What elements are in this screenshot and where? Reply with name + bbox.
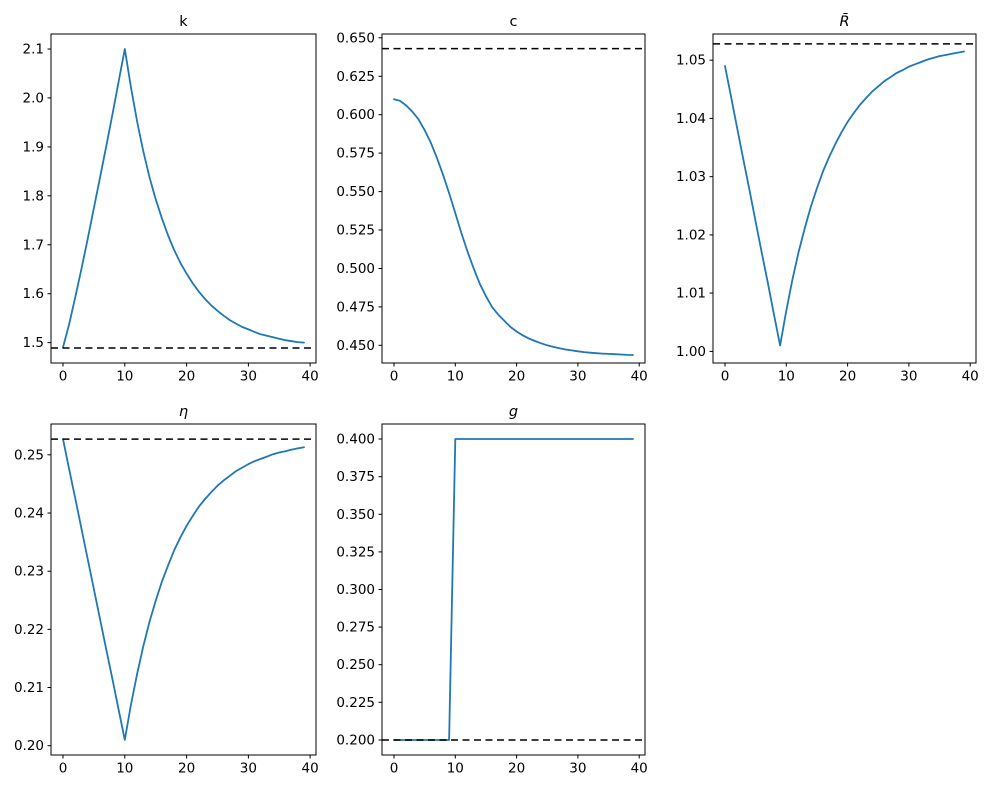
x-tick-label: 30 (569, 369, 586, 385)
y-tick-label: 0.400 (336, 432, 375, 448)
axes-frame (381, 423, 646, 756)
x-tick-label: 10 (447, 369, 464, 385)
y-tick-label: 0.22 (14, 622, 44, 638)
y-tick-label: 0.24 (14, 506, 44, 522)
x-tick-label: 40 (631, 369, 648, 385)
x-tick-label: 10 (447, 761, 464, 777)
y-tick-label: 0.650 (336, 30, 375, 46)
x-tick-label: 0 (59, 761, 68, 777)
y-tick-label: 1.9 (23, 139, 44, 155)
y-tick-label: 0.600 (336, 107, 375, 123)
y-tick-label: 0.25 (14, 447, 44, 463)
series-line-k (62, 48, 305, 349)
subplot-k: 1.5 1.6 1.7 1.8 1.9 2.0 2.1 0 10 20 30 40 k (23, 14, 319, 385)
x-tick-label: 10 (116, 369, 133, 385)
subplot-title-g: g (509, 404, 518, 420)
y-tick-label: 1.8 (23, 188, 44, 204)
y-tick-label: 0.625 (336, 69, 375, 85)
y-tick-label: 1.5 (23, 335, 44, 351)
x-tick-label: 30 (240, 369, 257, 385)
y-tick-label: 0.21 (14, 680, 44, 696)
series-line-g (393, 438, 634, 741)
y-tick-label: 2.1 (23, 42, 44, 58)
y-tick-label: 0.225 (336, 695, 375, 711)
y-tick-label: 0.275 (336, 620, 375, 636)
x-tick-label: 0 (59, 369, 68, 385)
x-tick-label: 10 (116, 761, 133, 777)
x-tick-label: 30 (569, 761, 586, 777)
y-tick-label: 1.00 (676, 344, 706, 360)
x-tick-label: 10 (778, 369, 795, 385)
y-tick-label: 0.550 (336, 184, 375, 200)
x-tick-label: 20 (178, 369, 195, 385)
axes-frame (50, 423, 317, 756)
x-tick-label: 40 (631, 761, 648, 777)
y-tick-label: 1.01 (676, 286, 706, 302)
y-tick-label: 0.250 (336, 657, 375, 673)
subplot-eta: 0.20 0.21 0.22 0.23 0.24 0.25 0 10 20 30 40 η (14, 404, 319, 777)
subplot-title-Rbar: R̄ (839, 12, 849, 30)
y-tick-label: 0.300 (336, 582, 375, 598)
y-tick-label: 0.475 (336, 299, 375, 315)
axes-frame (50, 33, 317, 364)
x-tick-label: 40 (302, 369, 319, 385)
y-tick-label: 1.05 (676, 53, 706, 69)
x-tick-label: 40 (962, 369, 979, 385)
y-tick-label: 0.200 (336, 733, 375, 749)
y-tick-label: 0.350 (336, 507, 375, 523)
y-tick-label: 0.575 (336, 146, 375, 162)
subplot-title-eta: η (179, 404, 188, 420)
series-line-eta (62, 438, 305, 741)
axes-frame (712, 33, 977, 364)
subplot-title-k: k (179, 14, 188, 30)
y-tick-label: 0.500 (336, 261, 375, 277)
y-tick-label: 1.02 (676, 227, 706, 243)
y-tick-label: 0.525 (336, 223, 375, 239)
y-tick-label: 1.7 (23, 237, 44, 253)
x-tick-label: 0 (721, 369, 730, 385)
x-tick-label: 30 (240, 761, 257, 777)
y-tick-label: 1.04 (676, 111, 706, 127)
subplot-g: 0.200 0.225 0.250 0.275 0.300 0.325 0.350 0.375… (336, 404, 647, 777)
y-tick-label: 0.23 (14, 564, 44, 580)
y-tick-label: 0.20 (14, 738, 44, 754)
x-tick-label: 20 (839, 369, 856, 385)
x-tick-label: 20 (508, 369, 525, 385)
y-tick-label: 0.375 (336, 469, 375, 485)
x-tick-label: 30 (900, 369, 917, 385)
x-tick-label: 40 (302, 761, 319, 777)
x-tick-label: 0 (390, 369, 399, 385)
x-tick-label: 20 (178, 761, 195, 777)
x-tick-label: 20 (508, 761, 525, 777)
y-tick-label: 1.6 (23, 286, 44, 302)
y-tick-label: 0.325 (336, 544, 375, 560)
subplot-Rbar: 1.00 1.01 1.02 1.03 1.04 1.05 0 10 20 30 40 R̄ (676, 12, 979, 384)
series-line-c (393, 98, 634, 356)
y-tick-label: 0.450 (336, 338, 375, 354)
subplot-c: 0.450 0.475 0.500 0.525 0.550 0.575 0.600 0.625… (336, 14, 647, 385)
subplot-title-c: c (510, 14, 518, 30)
y-tick-label: 1.03 (676, 169, 706, 185)
x-tick-label: 0 (390, 761, 399, 777)
series-line-Rbar (724, 50, 965, 347)
y-tick-label: 2.0 (23, 90, 44, 106)
axes-frame (381, 33, 646, 364)
